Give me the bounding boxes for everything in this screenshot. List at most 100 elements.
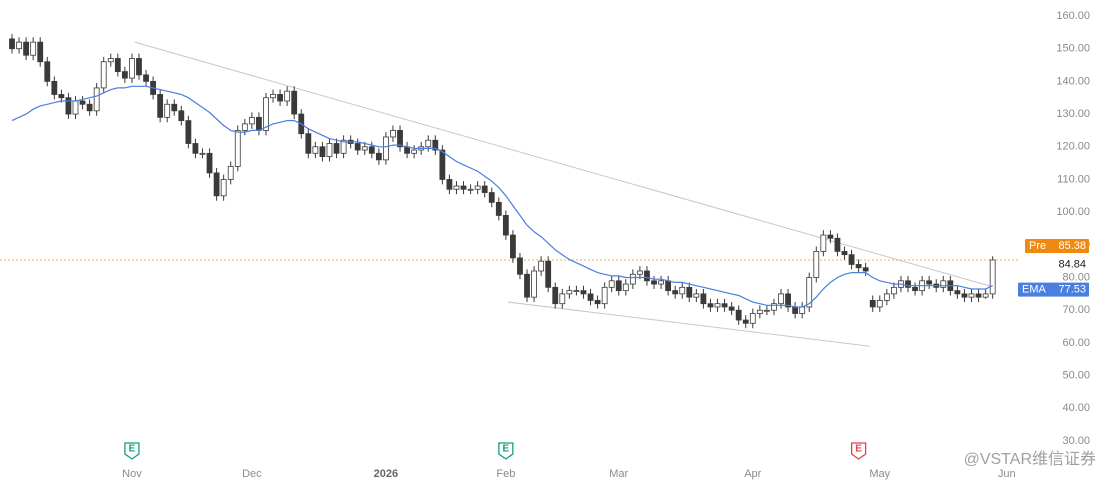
candle-body: [481, 185, 488, 193]
candle-body: [961, 293, 968, 298]
candle-body: [778, 293, 784, 305]
candle-body: [813, 250, 820, 278]
candle-body: [665, 280, 672, 292]
candle-body: [65, 97, 72, 115]
candle-body: [975, 293, 982, 298]
candle-body: [566, 290, 573, 295]
pre-tag-value: 85.38: [1058, 240, 1086, 252]
candle-body: [742, 319, 749, 324]
candle-body: [806, 277, 813, 308]
candle-body: [679, 286, 686, 295]
trendline: [134, 41, 994, 288]
candle-body: [220, 179, 227, 197]
x-tick-label: Mar: [609, 468, 628, 480]
x-tick-label: May: [869, 468, 890, 480]
candle-body: [107, 58, 114, 63]
candle-body: [622, 283, 629, 292]
candle-body: [58, 94, 65, 99]
x-tick-label: Dec: [242, 468, 262, 480]
candle-body: [524, 273, 530, 298]
earnings-label: E: [503, 444, 510, 455]
ema-tag-value: 77.53: [1058, 284, 1086, 296]
x-tick-label: Feb: [496, 468, 515, 480]
candle-body: [16, 41, 22, 50]
candle-body: [912, 286, 918, 292]
candle-body: [368, 146, 375, 154]
candle-body: [178, 110, 185, 122]
ema-tag: [1018, 282, 1089, 297]
candle-body: [735, 309, 742, 321]
candle-body: [848, 254, 855, 265]
y-tick-label: 120.00: [1056, 141, 1090, 153]
candle-body: [37, 41, 44, 63]
candle-body: [340, 139, 347, 154]
candle-body: [425, 139, 432, 148]
candle-body: [601, 286, 608, 305]
candle-body: [658, 280, 664, 285]
x-tick-label: Apr: [744, 468, 761, 480]
candle-body: [44, 61, 51, 82]
x-tick-label: Nov: [122, 468, 142, 480]
candle-body: [651, 280, 657, 285]
candle-body: [51, 80, 58, 95]
earnings-label: E: [129, 444, 136, 455]
candle-body: [771, 303, 777, 311]
candle-body: [263, 97, 269, 131]
x-tick-label: Jun: [998, 468, 1016, 480]
candle-body: [354, 143, 361, 151]
y-tick-label: 140.00: [1056, 75, 1090, 87]
candle-body: [488, 192, 495, 203]
earnings-icon: [498, 442, 514, 460]
candle-body: [227, 165, 234, 180]
candle-body: [672, 290, 679, 295]
candle-body: [517, 257, 523, 275]
y-tick-label: 60.00: [1062, 337, 1090, 349]
candle-body: [390, 130, 396, 138]
candle-body: [749, 313, 756, 324]
candle-body: [968, 293, 975, 298]
candle-body: [284, 90, 291, 102]
candle-body: [361, 146, 368, 151]
candle-body: [841, 250, 848, 256]
y-tick-label: 130.00: [1056, 108, 1090, 120]
candle-body: [756, 309, 763, 314]
candle-body: [474, 185, 481, 190]
candle-body: [954, 290, 961, 295]
candle-body: [940, 280, 947, 288]
candle-body: [820, 234, 827, 252]
y-tick-label: 70.00: [1062, 304, 1090, 316]
candle-body: [460, 185, 467, 190]
earnings-marker: E: [498, 442, 514, 460]
candle-body: [792, 306, 799, 314]
candle-body: [467, 188, 474, 191]
earnings-icon: [124, 442, 140, 460]
candle-body: [594, 300, 601, 305]
pre-tag: [1025, 238, 1089, 253]
candle-body: [432, 139, 439, 151]
candle-body: [256, 116, 262, 131]
candle-body: [446, 179, 453, 190]
candle-body: [538, 260, 545, 272]
earnings-label: E: [855, 444, 862, 455]
candle-body: [164, 103, 171, 118]
candle-body: [785, 293, 791, 308]
candle-body: [270, 94, 276, 99]
candle-body: [199, 152, 206, 155]
candle-body: [587, 293, 594, 301]
candle-body: [241, 123, 248, 131]
candle-body: [206, 152, 213, 174]
candle-body: [248, 116, 255, 125]
candle-body: [30, 41, 37, 56]
candle-body: [608, 280, 615, 288]
ema-line: [11, 85, 993, 308]
earnings-marker: E: [124, 442, 140, 460]
candle-body: [136, 58, 142, 76]
candle-body: [707, 303, 714, 308]
candle-body: [383, 136, 389, 161]
candle-body: [439, 149, 446, 180]
candle-body: [453, 185, 460, 190]
candle-body: [114, 58, 121, 72]
x-tick-label: 2026: [374, 468, 398, 480]
candle-body: [213, 172, 220, 197]
